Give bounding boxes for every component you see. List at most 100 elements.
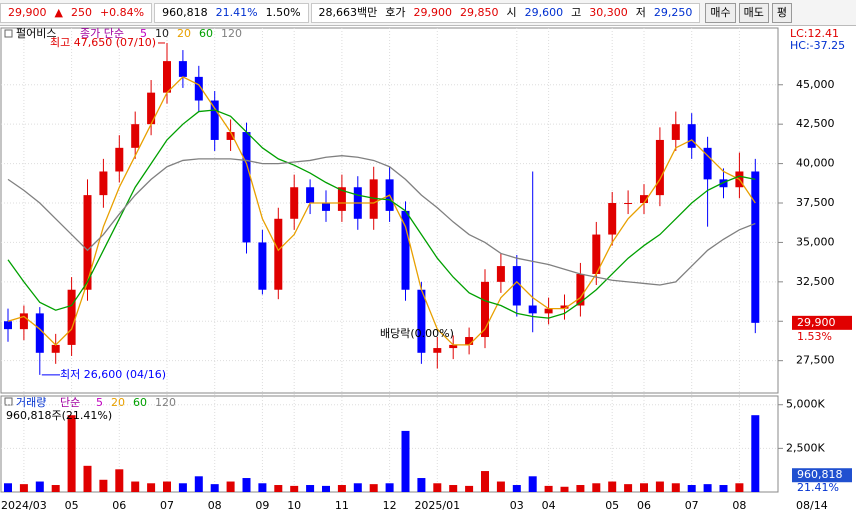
volume-bar [751,415,760,492]
candle-body [481,281,489,338]
volume-bar [449,485,458,492]
candle-body [194,76,203,101]
x-tick-label: 05 [65,499,79,512]
candle-body [608,203,617,235]
volume-bar [258,483,267,492]
price-cell: 29,900 ▲ 250 +0.84% [0,2,153,23]
candle-body [35,313,44,353]
y-tick-label: 32,500 [796,275,835,288]
volume-bar [35,481,44,492]
volume-bar [274,485,283,492]
volume-bar [640,483,648,492]
volume-bar [99,479,108,492]
candle-body [290,187,299,219]
x-tick-label: 08 [732,499,746,512]
legend-item: 120 [221,27,242,40]
legend-title: 종가 단순 [80,27,124,40]
volume-bar [4,483,12,492]
legend-item: 120 [155,396,176,409]
volume-summary: 960,818주(21.41%) [6,409,112,422]
volume-bar [735,483,744,492]
candle-body [433,348,442,353]
x-tick-label: 06 [112,499,126,512]
bid: 29,850 [460,5,499,19]
candle-body [4,321,12,330]
last-volume-pct: 21.41% [797,481,839,494]
x-tick-label: 11 [335,499,349,512]
x-tick-label: 07 [685,499,699,512]
candle-body [560,305,569,309]
volume-bar [147,483,156,492]
lc-label: LC:12.41 [790,27,839,40]
x-tick-label: 2025/01 [414,499,460,512]
sell-button[interactable]: 매도 [738,2,769,23]
candle-body [99,171,108,196]
volume-bar [210,484,219,492]
candle-body [274,218,283,290]
y-tick-label: 40,000 [796,157,835,170]
candle-body [528,305,537,314]
y-tick-label: 5,000K [786,398,825,411]
x-tick-label: 09 [255,499,269,512]
volume-bar [528,476,537,492]
legend-item: 60 [133,396,147,409]
last-pct: 1.53% [797,330,832,343]
x-tick-label: 04 [542,499,556,512]
volume-bar [369,484,378,492]
candle-body [131,124,140,148]
candle-body [719,179,728,188]
volume-bar [51,485,60,492]
ratio: 1.50% [265,5,301,19]
volume-bar [115,469,124,492]
legend-title: 거래량 [16,396,46,409]
volume-bar [544,485,553,492]
moving-average [7,155,756,286]
legend-item: 20 [177,27,191,40]
volume-bar [401,430,410,492]
volume-bar [417,478,426,492]
date-label: 08/14 [796,499,828,512]
x-tick-label: 12 [383,499,397,512]
arrow: ▲ [54,5,63,19]
candle-body [449,344,458,349]
chart: 27,50030,00032,50035,00037,50040,00042,5… [0,27,852,512]
volume-bar [163,481,171,492]
y-tick-label: 2,500K [786,441,825,454]
volume-bar [624,484,633,492]
low-label: 저 [635,5,646,19]
change-pct: +0.84% [99,5,145,19]
x-tick-label: 07 [160,499,174,512]
volume-cell: 960,818 21.41% 1.50% [154,2,309,23]
bid-label: 호가 [385,5,406,19]
change: 250 [70,5,92,19]
volume-bar [83,465,92,492]
open: 29,600 [524,5,564,19]
stock-name: 펄어비스 [16,27,56,40]
volume-bar [481,471,489,492]
high-annotation: 최고 47,650 (07/10) [50,36,156,49]
y-tick-label: 42,500 [796,117,835,130]
open-label: 시 [506,5,517,19]
volume-bar [353,483,362,492]
candle-body [624,203,633,205]
volume-bar [226,481,235,492]
quote-bar: 29,900 ▲ 250 +0.84% 960,818 21.41% 1.50% 28,6… [0,0,856,26]
legend-item: 5 [140,27,147,40]
candle-body [306,187,315,204]
volume-bar [242,478,251,492]
eval-button[interactable]: 평 [771,2,793,23]
high-label: 고 [571,5,582,19]
volume-bar [608,481,617,492]
buy-button[interactable]: 매수 [705,2,736,23]
volume-bar [306,485,315,492]
candle-body [226,132,235,140]
candle-body [51,344,60,353]
high: 30,300 [589,5,628,19]
candle-body [369,179,378,219]
volume-bar [671,483,680,492]
moving-average [7,76,756,346]
candle-body [322,203,330,211]
volume-bar [687,485,696,492]
volume-bar [67,415,76,492]
candle-body [19,313,28,330]
